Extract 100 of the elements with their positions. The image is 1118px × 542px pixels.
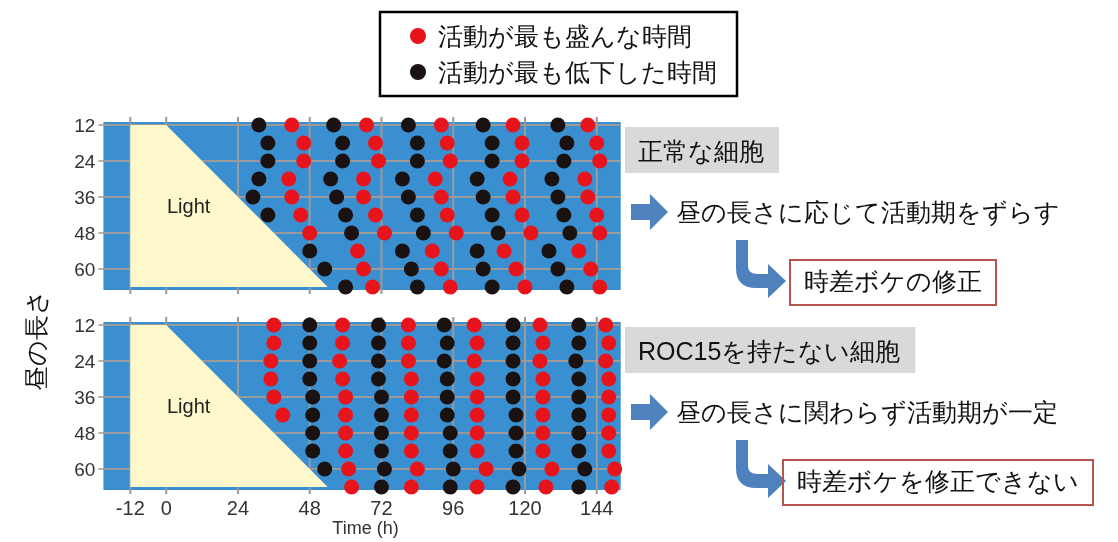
point [535, 407, 551, 423]
point [505, 189, 521, 205]
point [344, 225, 360, 241]
point [403, 425, 419, 441]
series-label: Light [166, 395, 211, 417]
point [490, 225, 506, 241]
point [338, 207, 354, 223]
point [580, 189, 596, 205]
point [505, 353, 521, 369]
y-axis-title: 昼の長さ [22, 289, 50, 391]
point [260, 153, 276, 169]
point [523, 225, 539, 241]
point [400, 317, 416, 333]
point [350, 243, 366, 259]
point [370, 353, 386, 369]
point [466, 353, 482, 369]
point [335, 135, 351, 151]
point [535, 335, 551, 351]
point [436, 353, 452, 369]
point [370, 317, 386, 333]
y-tick-label: 36 [74, 187, 96, 208]
point [373, 479, 389, 495]
point [296, 153, 312, 169]
point [403, 407, 419, 423]
point [577, 461, 593, 477]
point [601, 371, 617, 387]
legend-label: 活動が最も盛んな時間 [438, 22, 692, 50]
point [400, 189, 416, 205]
point [409, 135, 425, 151]
point [263, 371, 279, 387]
point [580, 117, 596, 133]
point [370, 153, 386, 169]
point [505, 335, 521, 351]
point [365, 279, 381, 295]
point [403, 479, 419, 495]
point [368, 135, 383, 151]
point [469, 389, 485, 405]
point [598, 353, 614, 369]
y-tick-label: 36 [74, 387, 96, 408]
point [439, 389, 455, 405]
point [442, 153, 458, 169]
point [505, 317, 521, 333]
point [433, 189, 449, 205]
point [505, 389, 521, 405]
point [484, 207, 500, 223]
point [469, 243, 485, 259]
x-tick-label: 24 [226, 497, 250, 519]
point [442, 479, 458, 495]
point [505, 371, 521, 387]
point [571, 425, 587, 441]
point [511, 461, 527, 477]
point [335, 317, 351, 333]
y-tick-label: 48 [74, 223, 96, 244]
point [517, 279, 533, 295]
point [550, 189, 566, 205]
point [559, 279, 575, 295]
point [335, 371, 351, 387]
point [266, 389, 282, 405]
point [445, 461, 461, 477]
point [466, 317, 482, 333]
y-tick-label: 60 [74, 459, 96, 480]
text: 昼の長さに関わらず活動期が一定 [676, 398, 1058, 427]
point [496, 243, 512, 259]
point [302, 225, 318, 241]
point [245, 189, 261, 205]
point [484, 153, 500, 169]
point [373, 407, 389, 423]
point [592, 279, 608, 295]
point [589, 135, 605, 151]
point [439, 207, 455, 223]
point [544, 461, 560, 477]
point [550, 261, 566, 277]
point [571, 479, 587, 495]
x-tick-label: 0 [160, 497, 172, 519]
point [338, 279, 354, 295]
point [344, 479, 360, 495]
point [469, 443, 485, 459]
point [583, 261, 599, 277]
point [469, 425, 485, 441]
point [335, 153, 351, 169]
point [260, 135, 276, 151]
point [296, 135, 312, 151]
point [541, 243, 557, 259]
point [368, 207, 383, 223]
point [475, 189, 491, 205]
y-tick-label: 24 [74, 351, 96, 372]
point [356, 171, 372, 187]
point [601, 443, 617, 459]
point [275, 407, 291, 423]
point [508, 407, 524, 423]
point [323, 171, 339, 187]
point [427, 171, 443, 187]
point [400, 353, 416, 369]
point [514, 135, 530, 151]
point [302, 371, 318, 387]
point [370, 335, 386, 351]
point [550, 117, 566, 133]
point [535, 389, 551, 405]
point [293, 207, 309, 223]
point [370, 371, 386, 387]
